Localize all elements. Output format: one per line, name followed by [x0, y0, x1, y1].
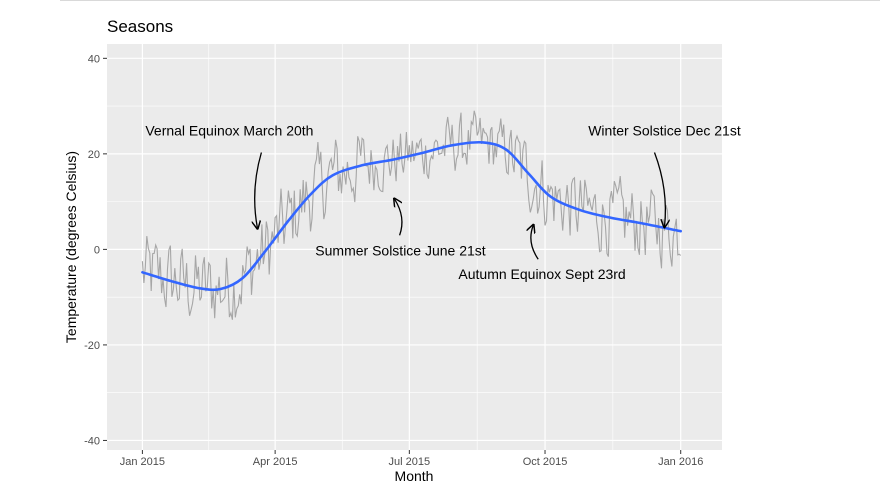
y-tick-label: 40: [88, 53, 100, 65]
x-axis-title: Month: [395, 468, 434, 484]
top-divider: [60, 0, 880, 3]
x-tick-label: Apr 2015: [253, 456, 298, 468]
plot-panel: [107, 44, 722, 450]
y-axis-title: Temperature (degrees Celsius): [63, 151, 79, 343]
y-tick-label: -40: [84, 435, 100, 447]
y-tick-label: -20: [84, 340, 100, 352]
annotation-arrow: [531, 226, 539, 260]
annotation-arrow: [255, 152, 263, 228]
annotation-label: Autumn Equinox Sept 23rd: [458, 266, 625, 282]
daily-temperature-line: [141, 110, 682, 320]
annotation-arrow: [395, 199, 403, 236]
daily-temperature-series: [141, 110, 682, 320]
smoothed-trend-series: [141, 140, 682, 292]
y-tick-label: 0: [94, 244, 100, 256]
x-tick-label: Jul 2015: [389, 456, 431, 468]
annotation-label: Winter Solstice Dec 21st: [588, 122, 741, 138]
x-tick-label: Jan 2016: [658, 456, 703, 468]
chart-title: Seasons: [107, 17, 173, 36]
axis-ticks: -40 -20 0 20 40 Jan 2015 Apr 2015 Jul 2015 Oct 2…: [84, 53, 703, 468]
y-tick-label: 20: [88, 149, 100, 161]
x-tick-label: Oct 2015: [523, 456, 568, 468]
smoothed-trend-line: [141, 140, 682, 292]
annotation-arrow: [653, 152, 666, 227]
annotation-label: Vernal Equinox March 20th: [145, 122, 313, 138]
grid-lines: [107, 44, 722, 450]
annotation-label: Summer Solstice June 21st: [315, 242, 486, 258]
x-tick-label: Jan 2015: [120, 456, 165, 468]
annotations: Vernal Equinox March 20th Summer Solstice…: [145, 122, 740, 282]
